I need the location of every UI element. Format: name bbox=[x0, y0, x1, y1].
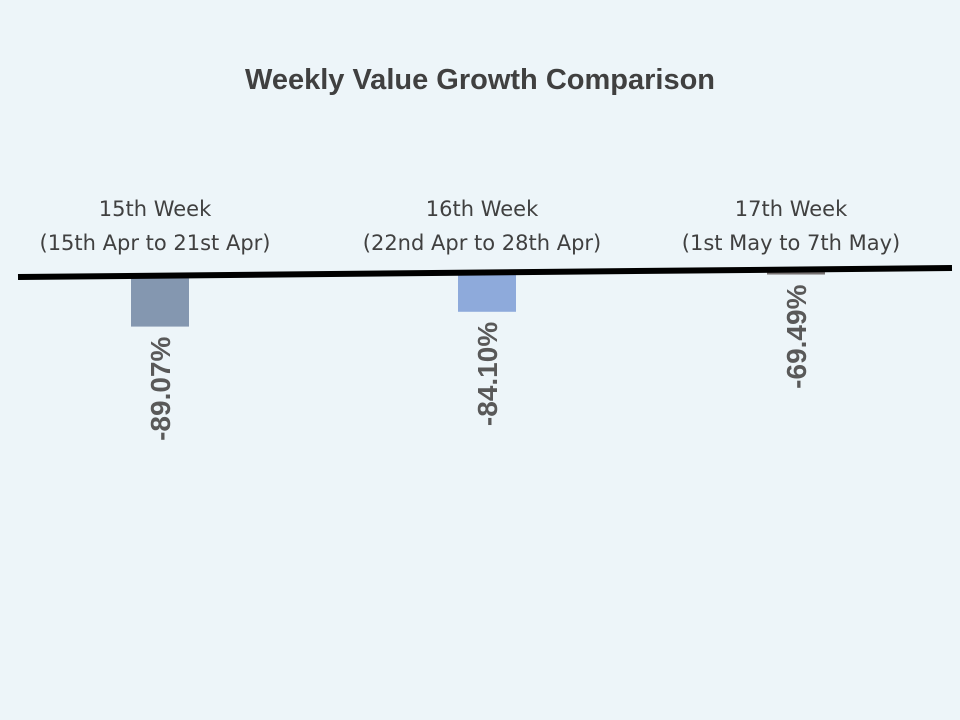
x-axis-line bbox=[17, 265, 953, 280]
category-label-3-line2: (1st May to 7th May) bbox=[682, 231, 900, 255]
bar-3 bbox=[767, 271, 825, 275]
bars-layer: 15th Week (15th Apr to 21st Apr) -89.07% 16… bbox=[40, 197, 901, 441]
chart-title: Weekly Value Growth Comparison bbox=[245, 64, 715, 96]
bar-1 bbox=[131, 277, 189, 327]
bar-2 bbox=[458, 274, 516, 312]
category-label-3-line1: 17th Week bbox=[735, 197, 848, 221]
category-label-1-line2: (15th Apr to 21st Apr) bbox=[40, 231, 271, 255]
value-label-1: -89.07% bbox=[145, 336, 176, 440]
value-label-2: -84.10% bbox=[472, 322, 503, 426]
value-label-3: -69.49% bbox=[781, 284, 812, 388]
category-label-2-line2: (22nd Apr to 28th Apr) bbox=[363, 231, 601, 255]
category-label-2-line1: 16th Week bbox=[426, 197, 539, 221]
category-label-1-line1: 15th Week bbox=[99, 197, 212, 221]
